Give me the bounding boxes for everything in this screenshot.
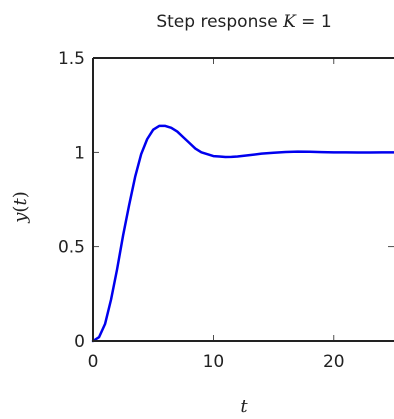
axis-ticks: 0 0.5 1 1.5 0 10 20 [58,49,394,372]
series-line [91,124,394,343]
chart-title: Step response K = 1 [156,12,331,32]
chart-title-prefix: Step response [156,12,283,32]
y-tick-label: 1.5 [58,49,85,69]
y-axis-label-var: t [10,198,31,206]
axes-frame [92,57,394,342]
y-axis-label-func: y [10,212,31,224]
y-axis-label-open: ( [10,206,31,213]
chart-title-suffix: = 1 [296,12,332,32]
plot-frame [92,57,394,342]
x-tick-label: 0 [88,352,99,372]
x-tick-label: 20 [323,352,345,372]
x-axis-label: t [240,396,248,417]
series-layer [91,124,394,343]
y-axis-label: y(t) [10,191,31,223]
y-tick-label: 0 [74,332,85,352]
y-axis-label-close: ) [10,191,31,198]
x-tick-label: 10 [203,352,225,372]
chart-title-var: K [282,12,297,32]
y-tick-label: 0.5 [58,238,85,258]
y-tick-label: 1 [74,143,85,163]
